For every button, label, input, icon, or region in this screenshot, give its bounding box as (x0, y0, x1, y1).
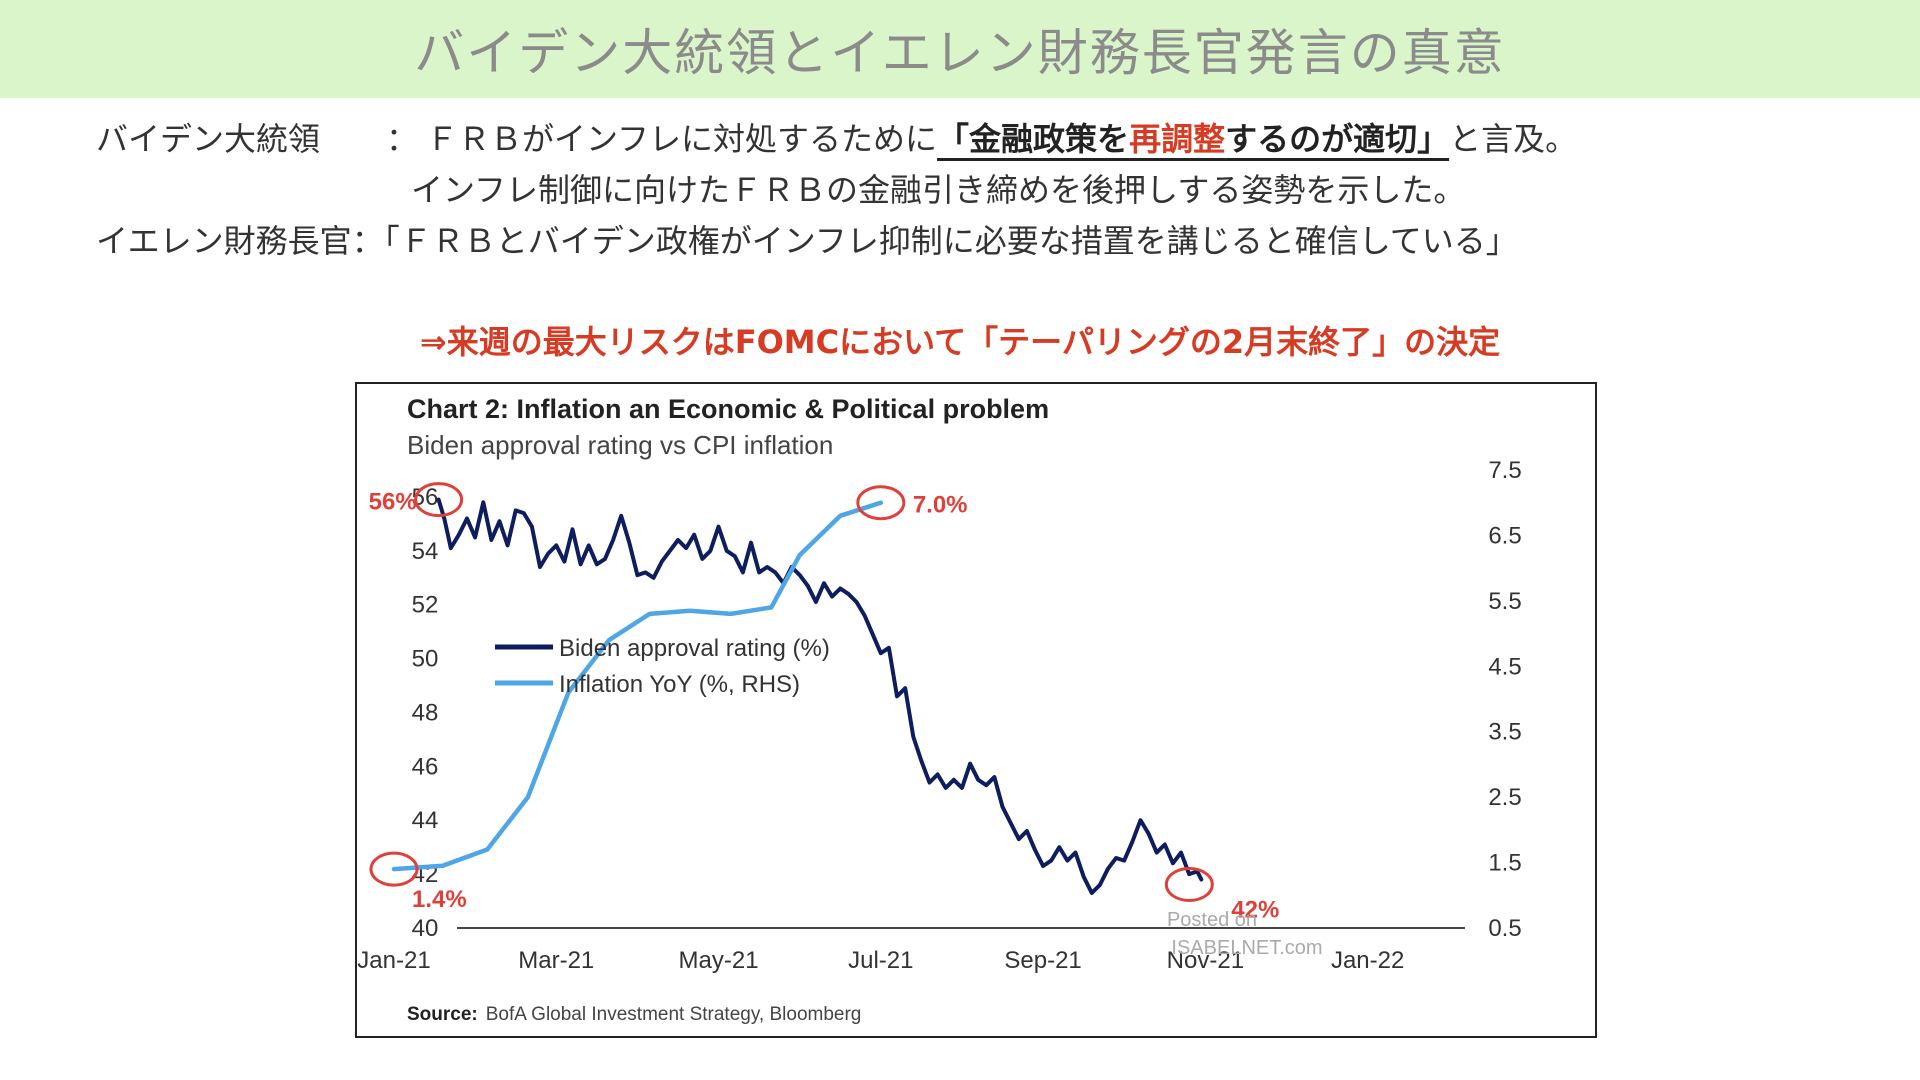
annotation-label: 1.4% (412, 886, 467, 913)
x-tick-label: Jan-22 (1331, 947, 1404, 974)
legend-label: Inflation YoY (%, RHS) (559, 671, 800, 698)
x-tick-label: Mar-21 (518, 947, 594, 974)
source-text: BofA Global Investment Strategy, Bloombe… (486, 1004, 862, 1025)
right-tick-label: 5.5 (1488, 588, 1521, 615)
chart-title: Chart 2: Inflation an Economic & Politic… (407, 394, 1049, 424)
biden-emphasis-a: 「金融政策を (937, 120, 1130, 158)
yellen-separator: ： (351, 222, 384, 260)
annotation-label: 56% (369, 489, 417, 516)
biden-separator: ： (386, 120, 419, 158)
right-tick-label: 1.5 (1488, 850, 1521, 877)
series-lines (391, 497, 1204, 895)
biden-emphasis-red: 再調整 (1129, 120, 1226, 158)
x-tick-label: Sep-21 (1004, 947, 1081, 974)
chart-source: Source: BofA Global Investment Strategy, … (407, 1004, 861, 1025)
biden-approval-line (436, 497, 1204, 895)
left-tick-label: 46 (412, 753, 439, 780)
x-axis-ticks: Jan-21 Mar-21 May-21 Jul-21 Sep-21 Nov-21 Jan-… (357, 947, 1404, 974)
biden-statement-line2: インフレ制御に向けたＦＲＢの金融引き締めを後押しする姿勢を示した。 (411, 171, 1466, 209)
approval-vs-inflation-chart: Chart 2: Inflation an Economic & Politic… (357, 394, 1521, 1025)
right-tick-label: 0.5 (1488, 915, 1521, 942)
annotation-label: 7.0% (913, 492, 968, 519)
source-label: Source: (407, 1004, 478, 1025)
right-tick-label: 7.5 (1488, 457, 1521, 484)
left-tick-label: 40 (412, 915, 439, 942)
annotation-circle (1164, 867, 1214, 903)
legend-label: Biden approval rating (%) (559, 635, 830, 662)
right-tick-label: 3.5 (1488, 719, 1521, 746)
left-tick-label: 48 (412, 699, 439, 726)
x-tick-label: Nov-21 (1167, 947, 1244, 974)
watermark-line-2: ISABELNET.com (1171, 937, 1322, 959)
right-tick-label: 6.5 (1488, 522, 1521, 549)
yellen-statement: イエレン財務長官：「ＦＲＢとバイデン政権がインフレ抑制に必要な措置を講じると確信… (96, 217, 1518, 265)
annotation-circle (369, 851, 419, 887)
biden-emphasis-b: するのが適切」 (1225, 120, 1450, 158)
right-tick-label: 4.5 (1488, 653, 1521, 680)
left-tick-label: 52 (412, 592, 439, 619)
x-tick-label: Jan-21 (357, 947, 430, 974)
biden-text-after: と言及。 (1449, 120, 1578, 158)
inflation-line (391, 500, 884, 872)
biden-emphasis: 「金融政策を再調整するのが適切」 (937, 120, 1449, 158)
left-tick-label: 54 (412, 538, 439, 565)
annotation-circle (414, 482, 464, 518)
watermark: Posted on ISABELNET.com (1167, 909, 1323, 959)
left-tick-label: 50 (412, 646, 439, 673)
annotation-label: 42% (1231, 897, 1279, 924)
left-tick-label: 44 (412, 807, 439, 834)
page-title: バイデン大統領とイエレン財務長官発言の真意 (414, 24, 1506, 82)
annotations: 56% 7.0% 1.4% 42% (369, 482, 1279, 924)
watermark-line-1: Posted on (1167, 909, 1257, 931)
biden-statement: バイデン大統領 ： ＦＲＢがインフレに対処するために「金融政策を再調整するのが適切」… (96, 115, 1577, 163)
yellen-speaker: イエレン財務長官 (96, 222, 352, 260)
biden-speaker: バイデン大統領 (96, 120, 321, 158)
title-banner: バイデン大統領とイエレン財務長官発言の真意 (0, 0, 1920, 98)
fomc-callout: ⇒来週の最大リスクはFOMCにおいて「テーパリングの2月末終了」の決定 (419, 323, 1501, 361)
chart-frame: Chart 2: Inflation an Economic & Politic… (355, 382, 1597, 1038)
x-tick-label: Jul-21 (848, 947, 913, 974)
legend: Biden approval rating (%) Inflation YoY (… (495, 635, 830, 698)
biden-text-before: ＦＲＢがインフレに対処するために (426, 120, 938, 158)
x-tick-label: May-21 (679, 947, 759, 974)
right-tick-label: 2.5 (1488, 784, 1521, 811)
annotation-circle (856, 485, 906, 521)
chart-subtitle: Biden approval rating vs CPI inflation (407, 430, 833, 460)
yellen-text: 「ＦＲＢとバイデン政権がインフレ抑制に必要な措置を講じると確信している」 (383, 222, 1518, 260)
right-axis-ticks: 7.5 6.5 5.5 4.5 3.5 2.5 1.5 0.5 (1488, 457, 1521, 942)
